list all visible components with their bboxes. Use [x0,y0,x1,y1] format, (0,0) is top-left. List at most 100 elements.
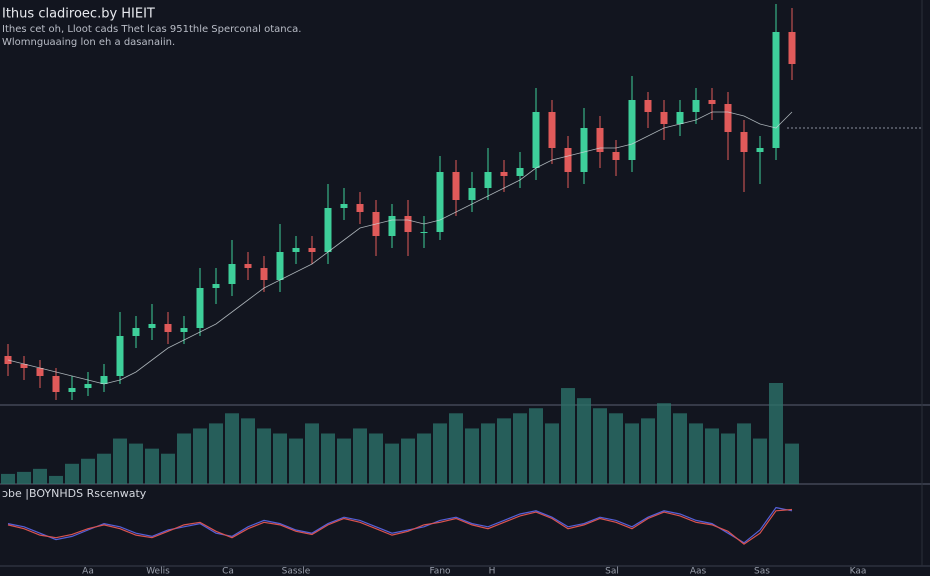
moving-average [7,111,793,385]
candle-body [676,112,684,124]
candle-body [52,376,60,392]
x-tick-label: Aa [82,567,94,576]
candle-body [548,112,556,148]
candle-body [756,148,764,152]
volume-bar [49,475,63,484]
candle-body [276,252,284,280]
volume-bar [657,403,671,484]
candle-body [788,32,796,64]
candle-body [772,32,780,148]
chart-subtitle: Wlomnguaaing lon eh a dasanaiin. [2,37,175,48]
volume-bar [257,428,271,484]
volume-bar [33,468,47,484]
oscillator-line [7,506,793,544]
volume-bar [577,398,591,484]
volume-bar [81,458,95,484]
x-tick-label: Kaa [850,567,867,576]
volume-bar [225,413,239,484]
volume-bar [1,473,15,484]
candle-body [292,248,300,252]
oscillator-title: ɔbe |BOYNHDS Rscenwaty [2,487,147,500]
volume-bar [161,453,175,484]
candle-body [340,204,348,208]
volume-bar [625,423,639,484]
candle-body [484,172,492,188]
candle-body [68,388,76,392]
candle-body [404,216,412,232]
candle-body [452,172,460,200]
volume-bar [753,438,767,484]
candle-body [308,248,316,252]
candle-body [692,100,700,112]
candle-body [740,132,748,152]
candle-body [324,208,332,252]
volume-bar [241,418,255,484]
volume-bar [673,413,687,484]
volume-bar [737,423,751,484]
candle-body [436,172,444,232]
x-tick-label: H [489,567,496,576]
x-tick-label: Sas [754,567,770,576]
volume-bar [273,433,287,484]
candle-body [356,204,364,212]
candle-body [580,128,588,172]
volume-bar [177,433,191,484]
x-tick-label: Sal [605,567,619,576]
volume-bar [481,423,495,484]
candle-body [532,112,540,168]
volume-bar [385,443,399,484]
volume-bar [785,443,799,484]
candle-body [36,368,44,376]
volume-bar [305,423,319,484]
x-tick-label: Sassle [282,567,311,576]
volume-bar [529,408,543,484]
candle-body [100,376,108,384]
candle-body [196,288,204,328]
candle-body [20,364,28,368]
volume-bar [193,428,207,484]
volume-bar [369,433,383,484]
candle-body [132,328,140,336]
candle-body [628,100,636,160]
candle-body [420,232,428,233]
x-tick-label: Welis [146,567,170,576]
volume-bar [17,471,31,484]
x-tick-label: Ca [222,567,234,576]
volume-bar [65,463,79,484]
candle-body [228,264,236,284]
volume-bar [129,443,143,484]
volume-bar [513,413,527,484]
x-tick-label: Aas [690,567,707,576]
candle-body [596,128,604,152]
oscillator-line [7,508,793,545]
candle-body [708,100,716,104]
candle-body [148,324,156,328]
candle-body [260,268,268,280]
candle-body [84,384,92,388]
volume-bar [321,433,335,484]
candle-body [500,172,508,176]
candle-body [468,188,476,200]
volume-bar [593,408,607,484]
candle-body [164,324,172,332]
volume-bar [145,448,159,484]
volume-bar [705,428,719,484]
x-tick-label: Fano [429,567,451,576]
volume-bar [337,438,351,484]
volume-bar [609,413,623,484]
chart-subtitle: Ithes cet oh, Lloot cads Thet lcas 951th… [2,24,301,35]
volume-bar [97,453,111,484]
volume-bar [449,413,463,484]
candle-body [660,112,668,124]
candle-body [516,168,524,176]
candle-body [212,284,220,288]
volume-bar [545,423,559,484]
volume-bar [689,423,703,484]
volume-bar [465,428,479,484]
candle-body [388,216,396,236]
volume-bar [289,438,303,484]
volume-bar [721,433,735,484]
candle-body [644,100,652,112]
candle-body [612,152,620,160]
